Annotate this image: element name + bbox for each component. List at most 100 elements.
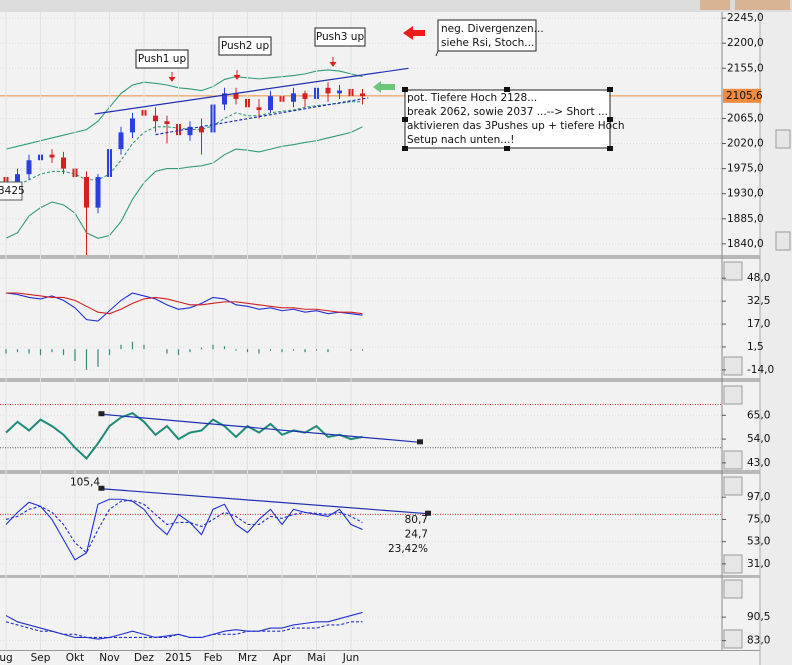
histogram-bar: [223, 346, 226, 350]
y-tick-label: 1885,0: [727, 213, 764, 225]
histogram-bar: [5, 349, 7, 354]
series-line: [5, 499, 363, 554]
series-line: [5, 101, 363, 192]
y-tick-label: 1975,0: [727, 163, 764, 175]
x-tick-label: Nov: [99, 652, 120, 664]
x-tick-label: Sep: [31, 652, 51, 664]
y-tick-label: 2155,0: [727, 62, 764, 74]
y-tick-label: 1,5: [747, 341, 764, 353]
candle-body: [130, 118, 135, 133]
x-tick-label: Mai: [307, 652, 325, 664]
histogram-bar: [28, 349, 30, 354]
window-button[interactable]: [700, 0, 730, 10]
annotation: Push1 up: [138, 53, 187, 65]
candle-body: [291, 93, 296, 102]
note-line: break 2062, sowie 2037 ...--> Short ...: [407, 106, 608, 118]
histogram-bar: [327, 349, 329, 353]
candle-body: [302, 93, 308, 99]
histogram-bar: [350, 349, 352, 351]
x-tick-label: Apr: [273, 652, 292, 664]
histogram-bar: [62, 349, 65, 356]
histogram-bar: [131, 341, 134, 350]
histogram-bar: [143, 344, 145, 350]
trendline-handle: [425, 510, 432, 516]
histogram-bar: [108, 349, 111, 356]
trendline-handle: [417, 439, 423, 445]
trendline: [101, 413, 421, 443]
histogram-bar: [235, 349, 237, 351]
left-readout: 3425: [0, 185, 25, 197]
window-button[interactable]: [735, 0, 790, 10]
histogram-bar: [292, 349, 295, 351]
histogram-bar: [189, 349, 191, 353]
candle-body: [325, 87, 331, 94]
trendline: [101, 488, 429, 515]
histogram-bar: [212, 344, 214, 350]
histogram-bar: [246, 349, 249, 353]
series-line: [5, 498, 363, 561]
readout: 24,7: [405, 529, 428, 541]
histogram-bar: [166, 349, 168, 354]
x-tick-label: Okt: [66, 652, 84, 664]
series-line: [5, 292, 363, 322]
trendline: [94, 67, 409, 115]
title-bar: [0, 0, 792, 12]
y-tick-label: 2065,0: [727, 112, 764, 124]
candle-body: [187, 126, 193, 136]
histogram-bar: [304, 349, 306, 353]
y-tick-label: 75,0: [747, 513, 770, 525]
note-line: pot. Tiefere Hoch 2128...: [407, 92, 537, 104]
trendline: [155, 97, 369, 136]
candle-body: [95, 176, 101, 208]
candle-body: [118, 132, 124, 150]
y-tick-label: 2200,0: [727, 37, 764, 49]
candle-body: [256, 107, 262, 111]
x-tick-label: Dez: [134, 652, 155, 664]
series-line: [5, 69, 363, 150]
candle-body: [233, 93, 239, 99]
y-tick-label: 90,5: [747, 611, 770, 623]
histogram-bar: [361, 349, 364, 351]
trendline-handle: [98, 485, 105, 491]
panel-frames: [0, 12, 792, 665]
price-label: 2105,6: [726, 90, 763, 102]
candle-body: [153, 115, 158, 122]
series-line: [5, 126, 363, 239]
x-tick-label: Feb: [204, 652, 223, 664]
candle-body: [49, 154, 55, 158]
y-tick-label: 83,0: [747, 635, 770, 647]
histogram-bar: [315, 349, 318, 351]
y-tick-label: 43,0: [747, 457, 770, 469]
y-tick-label: 65,0: [747, 409, 770, 421]
histogram-bar: [16, 349, 19, 353]
histogram-bar: [177, 349, 180, 356]
histogram-bar: [269, 349, 272, 351]
y-tick-label: 48,0: [747, 272, 770, 284]
y-tick-label: 97,0: [747, 491, 770, 503]
histogram-bar: [51, 349, 53, 353]
candle-body: [199, 126, 204, 133]
candle-body: [222, 93, 227, 105]
scroll-buttons[interactable]: [723, 129, 791, 649]
readout: 23,42%: [388, 543, 428, 555]
y-tick-label: 1840,0: [727, 238, 764, 250]
note-line: neg. Divergenzen...: [441, 23, 544, 35]
histogram-bar: [85, 349, 88, 370]
note-line: siehe Rsi, Stoch...: [441, 37, 534, 49]
series-line: [5, 621, 363, 639]
series-line: [6, 292, 363, 315]
candle-body: [268, 96, 273, 111]
y-tick-label: 2020,0: [727, 138, 764, 150]
x-tick-label: 2015: [165, 652, 192, 664]
candle-body: [164, 121, 170, 125]
y-tick-label: -14,0: [747, 364, 774, 376]
histogram-bar: [97, 349, 99, 367]
y-tick-label: 54,0: [747, 433, 770, 445]
y-tick-label: 31,0: [747, 558, 770, 570]
histogram-bar: [74, 349, 76, 361]
x-tick-label: Jun: [342, 652, 359, 664]
trendline-handle: [98, 411, 105, 417]
annotations: Push1 up Push2 up Push3 up neg. Divergen…: [0, 19, 625, 201]
